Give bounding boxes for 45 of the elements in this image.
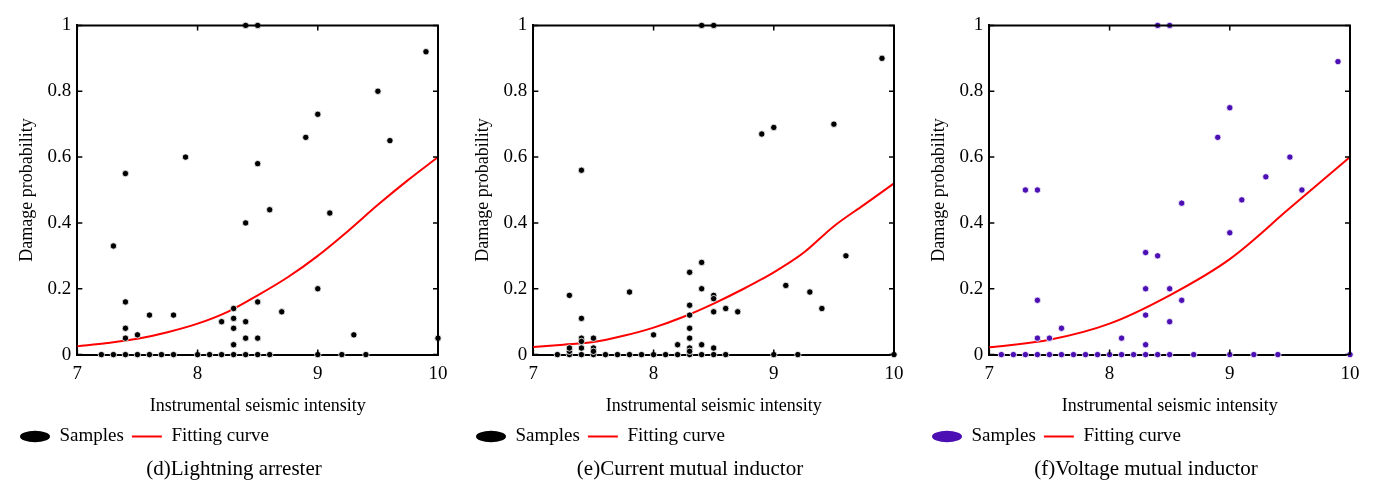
legend-label: Samples [59, 424, 124, 446]
x-axis-title: Instrumental seismic intensity [1061, 394, 1278, 415]
legend-label: Samples [515, 424, 580, 446]
y-tick-label: 0.8 [47, 79, 72, 101]
x-tick-label: 9 [1225, 361, 1235, 383]
y-tick-label: 0 [517, 342, 528, 364]
x-tick-label: 10 [428, 361, 448, 383]
x-tick-label: 7 [984, 361, 995, 383]
y-tick-label: 1 [973, 13, 984, 35]
x-axis-title: Instrumental seismic intensity [605, 394, 822, 415]
y-tick-label: 0.6 [503, 145, 528, 167]
legend-label: Fitting curve [627, 424, 726, 446]
legend-label: Fitting curve [171, 424, 270, 446]
y-tick-label: 1 [517, 13, 528, 35]
y-tick-label: 0.6 [959, 145, 984, 167]
y-axis-title: Damage probability [471, 118, 492, 262]
y-tick-label: 0.2 [47, 276, 72, 298]
y-tick-label: 0.4 [47, 210, 72, 232]
x-tick-label: 9 [313, 361, 323, 383]
x-tick-label: 7 [528, 361, 539, 383]
y-tick-label: 0.8 [959, 79, 984, 101]
y-tick-label: 0.4 [959, 210, 984, 232]
y-tick-label: 0.4 [503, 210, 528, 232]
y-tick-label: 0.2 [503, 276, 528, 298]
text: (f)Voltage mutual inductor [1033, 456, 1259, 481]
y-tick-label: 0.6 [47, 145, 72, 167]
y-tick-label: 1 [61, 13, 72, 35]
y-tick-label: 0 [973, 342, 984, 364]
y-axis-title: Damage probability [15, 118, 36, 262]
y-tick-label: 0 [61, 342, 72, 364]
legend-label: Samples [971, 424, 1036, 446]
x-tick-label: 7 [72, 361, 83, 383]
x-tick-label: 10 [884, 361, 904, 383]
x-tick-label: 9 [769, 361, 779, 383]
x-axis-title: Instrumental seismic intensity [149, 394, 366, 415]
x-tick-label: 8 [648, 361, 659, 383]
text: (e)Current mutual inductor [575, 456, 805, 481]
y-tick-label: 0.2 [959, 276, 984, 298]
x-tick-label: 10 [1340, 361, 1360, 383]
y-tick-label: 0.8 [503, 79, 528, 101]
legend-label: Fitting curve [1083, 424, 1182, 446]
x-tick-label: 8 [192, 361, 203, 383]
x-tick-label: 8 [1104, 361, 1115, 383]
text: (d)Lightning arrester [145, 456, 323, 481]
y-axis-title: Damage probability [927, 118, 948, 262]
